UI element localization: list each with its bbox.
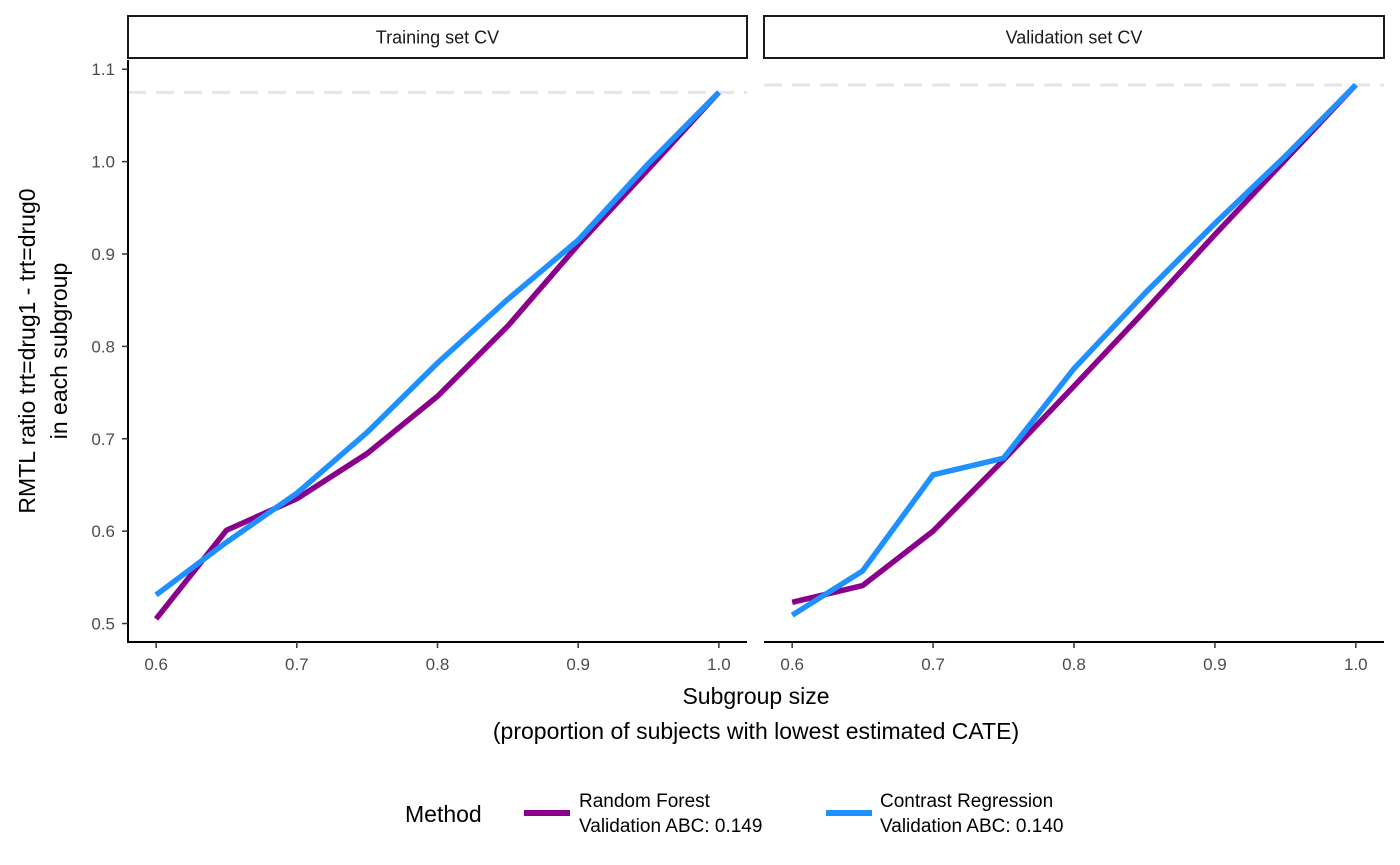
y-axis-title-line1: RMTL ratio trt=drug1 - trt=drug0 [14, 188, 40, 513]
x-axis-title-line1: Subgroup size [682, 683, 829, 709]
series-line-random-forest-validation [791, 83, 1358, 605]
legend-label-contrast-regression-line2: Validation ABC: 0.140 [880, 816, 1063, 837]
facet-title-validation: Validation set CV [1006, 28, 1143, 48]
legend: Method Random Forest Validation ABC: 0.1… [405, 791, 1063, 837]
legend-label-random-forest-line2: Validation ABC: 0.149 [579, 816, 762, 837]
x-tick-label: 0.6 [144, 655, 168, 674]
x-axis-title-line2: (proportion of subjects with lowest esti… [493, 718, 1019, 744]
facet-strip-training [127, 15, 748, 59]
x-axis-ticks-validation: 0.6 0.7 0.8 0.9 1.0 [780, 642, 1368, 674]
y-tick-label: 0.5 [91, 615, 115, 634]
series-lines [153, 82, 1358, 621]
facet-title-training: Training set CV [376, 28, 499, 48]
legend-title: Method [405, 801, 482, 827]
y-tick-label: 0.7 [91, 430, 115, 449]
y-axis-ticks: 0.5 0.6 0.7 0.8 0.9 1.0 1.1 [91, 60, 128, 634]
legend-label-random-forest-line1: Random Forest [579, 791, 711, 812]
series-line-random-forest-training [153, 90, 721, 621]
y-tick-label: 1.1 [91, 60, 115, 79]
x-tick-label: 0.7 [921, 655, 945, 674]
y-tick-label: 0.6 [91, 522, 115, 541]
x-tick-label: 0.7 [285, 655, 309, 674]
series-line-contrast-regression-validation [790, 82, 1358, 618]
x-tick-label: 0.6 [780, 655, 804, 674]
y-axis-title-line2: in each subgroup [46, 263, 72, 439]
legend-label-contrast-regression-line1: Contrast Regression [880, 791, 1053, 812]
series-line-contrast-regression-training [154, 90, 721, 598]
facet-strip-validation [763, 15, 1385, 59]
x-tick-label: 1.0 [1344, 655, 1368, 674]
y-tick-label: 0.9 [91, 245, 115, 264]
x-tick-label: 0.9 [1203, 655, 1227, 674]
x-tick-label: 0.8 [426, 655, 450, 674]
x-tick-label: 1.0 [707, 655, 731, 674]
y-tick-label: 0.8 [91, 337, 115, 356]
y-tick-label: 1.0 [91, 153, 115, 172]
x-tick-label: 0.9 [566, 655, 590, 674]
x-tick-label: 0.8 [1062, 655, 1086, 674]
x-axis-ticks-training: 0.6 0.7 0.8 0.9 1.0 [144, 642, 731, 674]
